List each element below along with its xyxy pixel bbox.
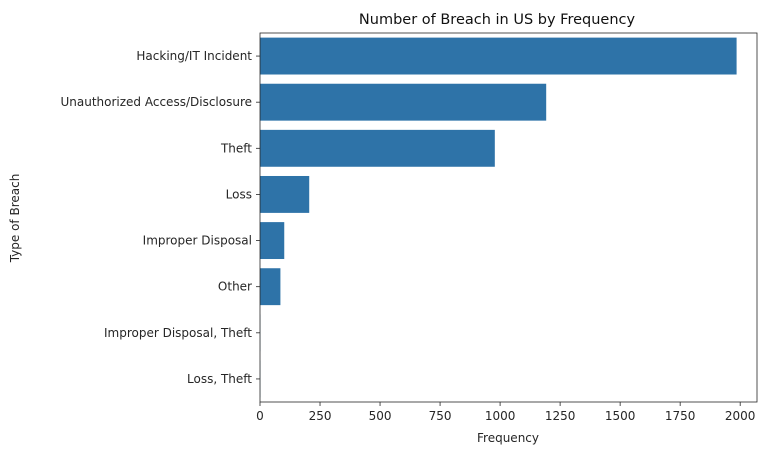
x-tick-label: 500 [369,409,392,423]
y-axis-ticks: Hacking/IT Incident Unauthorized Access/D… [60,49,260,386]
x-tick-label: 1250 [545,409,576,423]
x-axis-ticks: 0 250 500 750 1000 1250 1500 1750 2000 [256,402,755,423]
x-tick-label: 750 [429,409,452,423]
bar [260,37,737,75]
chart-title: Number of Breach in US by Frequency [359,12,636,28]
x-axis-title: Frequency [477,431,539,445]
y-axis-title: Type of Breach [8,174,22,264]
y-tick-label: Other [218,280,252,294]
plot-frame [259,32,758,403]
y-tick-label: Loss [226,187,252,201]
bar [260,129,495,167]
bars-group [260,37,737,398]
bar [260,175,310,213]
x-tick-label: 1000 [485,409,516,423]
y-tick-label: Improper Disposal, Theft [104,326,252,340]
y-tick-label: Hacking/IT Incident [136,49,252,63]
y-tick-label: Theft [220,141,252,155]
x-tick-label: 1500 [605,409,636,423]
x-tick-label: 0 [256,409,264,423]
y-tick-label: Unauthorized Access/Disclosure [60,95,252,109]
bar [260,268,281,306]
bar [260,222,285,260]
y-tick-label: Improper Disposal [143,234,252,248]
bar [260,83,547,121]
x-tick-label: 250 [309,409,332,423]
x-tick-label: 2000 [725,409,756,423]
y-tick-label: Loss, Theft [187,372,252,386]
x-tick-label: 1750 [665,409,696,423]
